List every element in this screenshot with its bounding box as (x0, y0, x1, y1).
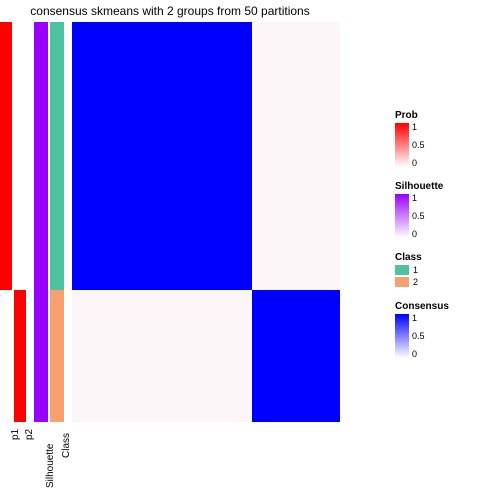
legend-silhouette: Silhouette 1 0.5 0 (395, 181, 495, 238)
legend-consensus: Consensus 1 0.5 0 (395, 301, 495, 358)
heatmap-cell (72, 22, 252, 290)
legend-tick: 1 (412, 314, 417, 323)
legend-prob: Prob 1 0.5 0 (395, 110, 495, 167)
chart-title: consensus skmeans with 2 groups from 50 … (0, 4, 340, 18)
legend-class: Class 1 2 (395, 252, 495, 287)
legend-tick: 1 (412, 194, 417, 203)
legend-item: 2 (395, 277, 495, 287)
x-axis-labels: p1p2 Silhouette Class (0, 424, 340, 494)
legend-tick: 0.5 (412, 141, 425, 150)
heatmap-row (72, 290, 340, 422)
anno-segment (50, 290, 64, 422)
legend-swatch (395, 265, 409, 275)
anno-segment (14, 22, 26, 290)
legend-tick: 0 (412, 350, 417, 359)
legend-title: Prob (395, 110, 495, 121)
legend-gradient (395, 194, 409, 238)
legend-gradient (395, 314, 409, 358)
legend-tick: 0 (412, 230, 417, 239)
legend-gradient (395, 123, 409, 167)
legend-label: 2 (413, 277, 418, 287)
anno-col-class (50, 22, 64, 422)
anno-segment (0, 290, 12, 422)
anno-col-p2 (14, 22, 26, 422)
legend-swatch (395, 277, 409, 287)
legend-tick: 0 (412, 159, 417, 168)
x-label-silhouette: Silhouette (45, 444, 56, 488)
heatmap-row (72, 22, 340, 290)
legend-tick: 0.5 (412, 332, 425, 341)
legend-panel: Prob 1 0.5 0 Silhouette 1 0.5 0 Class 1 2 Consensus… (395, 110, 495, 372)
plot-area (0, 22, 340, 422)
anno-col-silhouette (34, 22, 48, 422)
x-label-class: Class (61, 433, 72, 458)
anno-segment (14, 290, 26, 422)
anno-segment (0, 22, 12, 290)
heatmap-cell (72, 290, 252, 422)
heatmap-cell (252, 290, 340, 422)
heatmap-cell (252, 22, 340, 290)
legend-title: Class (395, 252, 495, 263)
consensus-heatmap (72, 22, 340, 422)
anno-col-p1 (0, 22, 12, 422)
anno-segment (34, 290, 48, 422)
x-label-p2: p2 (24, 429, 35, 440)
legend-title: Silhouette (395, 181, 495, 192)
legend-title: Consensus (395, 301, 495, 312)
legend-label: 1 (413, 265, 418, 275)
legend-tick: 0.5 (412, 212, 425, 221)
legend-item: 1 (395, 265, 495, 275)
legend-tick: 1 (412, 123, 417, 132)
anno-segment (50, 22, 64, 290)
anno-segment (34, 22, 48, 290)
x-label-p1: p1 (10, 429, 21, 440)
